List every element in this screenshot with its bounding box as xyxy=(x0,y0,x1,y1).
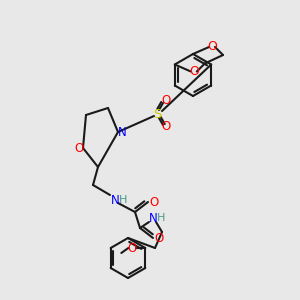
Text: N: N xyxy=(118,125,126,139)
Text: S: S xyxy=(153,107,161,121)
Text: H: H xyxy=(119,195,127,205)
Text: O: O xyxy=(154,232,164,244)
Text: O: O xyxy=(189,65,199,78)
Text: N: N xyxy=(111,194,119,206)
Text: O: O xyxy=(161,121,171,134)
Text: O: O xyxy=(207,40,217,53)
Text: H: H xyxy=(157,213,165,223)
Text: O: O xyxy=(74,142,84,154)
Text: O: O xyxy=(161,94,171,107)
Text: O: O xyxy=(149,196,159,208)
Text: N: N xyxy=(148,212,158,224)
Text: O: O xyxy=(128,242,137,254)
